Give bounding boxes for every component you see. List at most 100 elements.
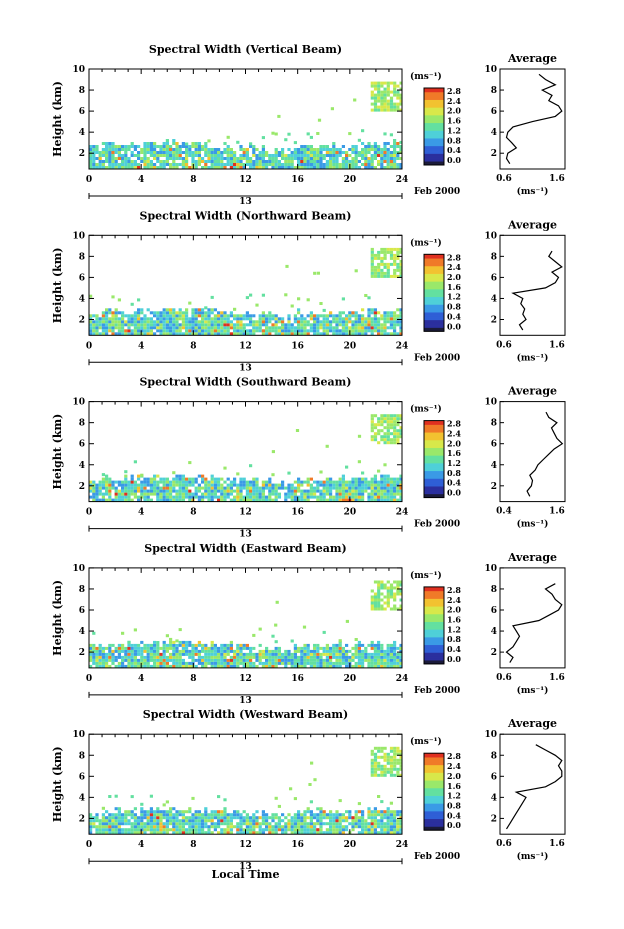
heatmap-cell: [220, 489, 224, 493]
heatmap-cell: [223, 151, 227, 154]
heatmap-cell: [393, 477, 397, 481]
heatmap-cell: [143, 816, 147, 820]
heatmap-cell: [354, 320, 358, 324]
heatmap-cell: [399, 764, 402, 768]
heatmap-cell: [213, 308, 217, 312]
heatmap-cell: [322, 157, 326, 160]
heatmap-cell: [229, 655, 233, 659]
heatmap-cell: [188, 461, 192, 465]
heatmap-cell: [268, 816, 272, 820]
heatmap-cell: [108, 317, 112, 321]
heatmap-cell: [345, 323, 349, 327]
heatmap-cell: [284, 831, 288, 835]
panel-title: Spectral Width (Northward Beam): [140, 209, 352, 222]
heatmap-cell: [316, 655, 320, 659]
heatmap-cell: [316, 314, 320, 318]
y-axis-label: Height (km): [51, 414, 64, 490]
heatmap-cell: [127, 332, 131, 336]
heatmap-cell: [127, 480, 131, 484]
heatmap-cell: [217, 157, 221, 160]
heatmap-cell: [389, 90, 394, 94]
heatmap-cell: [287, 813, 291, 817]
heatmap-cell: [399, 432, 402, 436]
heatmap-cell: [245, 825, 249, 829]
heatmap-cell: [165, 483, 169, 487]
heatmap-cell: [239, 154, 243, 157]
heatmap-cell: [396, 773, 400, 777]
heatmap-cell: [185, 661, 189, 665]
heatmap-cell: [393, 274, 397, 278]
heatmap-cell: [95, 661, 99, 665]
heatmap-cell: [169, 151, 173, 154]
heatmap-cell: [121, 828, 125, 832]
heatmap-cell: [169, 308, 173, 312]
heatmap-cell: [239, 646, 243, 650]
heatmap-cell: [149, 160, 153, 163]
heatmap-cell: [178, 664, 182, 668]
heatmap-cell: [268, 329, 272, 333]
heatmap-cell: [348, 649, 352, 653]
heatmap-cell: [133, 311, 137, 315]
heatmap-cell: [351, 311, 355, 315]
heatmap-cell: [303, 810, 307, 814]
heatmap-cell: [277, 819, 281, 823]
heatmap-cell: [127, 320, 131, 324]
heatmap-cell: [95, 498, 99, 502]
heatmap-cell: [165, 151, 169, 154]
heatmap-cell: [370, 166, 374, 169]
heatmap-cell: [188, 807, 192, 811]
heatmap-cell: [111, 320, 115, 324]
colorbar-swatch: [424, 260, 444, 263]
heatmap-cell: [242, 166, 246, 169]
heatmap-cell: [303, 643, 307, 647]
heatmap-cell: [271, 157, 275, 160]
heatmap-cell: [396, 819, 400, 823]
colorbar-swatch: [424, 310, 444, 313]
heatmap-cell: [297, 297, 301, 301]
heatmap-cell: [210, 332, 214, 336]
heatmap-cell: [293, 646, 297, 650]
heatmap-cell: [329, 483, 333, 487]
heatmap-cell: [197, 483, 201, 487]
colorbar-swatch: [424, 610, 444, 613]
heatmap-cell: [146, 145, 150, 148]
heatmap-cell: [162, 652, 166, 656]
avg-y-tick-label: 2: [491, 316, 497, 326]
heatmap-cell: [233, 495, 237, 499]
heatmap-cell: [274, 831, 278, 835]
heatmap-cell: [252, 822, 256, 826]
heatmap-cell: [383, 810, 387, 814]
colorbar-tick-label: 1.2: [447, 292, 461, 302]
heatmap-cell: [89, 483, 93, 487]
heatmap-cell: [373, 480, 377, 484]
heatmap-cell: [345, 819, 349, 823]
heatmap-cell: [159, 828, 163, 832]
heatmap-cell: [332, 148, 336, 151]
heatmap-cell: [105, 816, 109, 820]
heatmap-cell: [217, 816, 221, 820]
heatmap-cell: [149, 480, 153, 484]
avg-y-tick-label: 8: [491, 252, 497, 262]
heatmap-cell: [380, 655, 384, 659]
heatmap-cell: [204, 495, 208, 499]
heatmap-cell: [242, 154, 246, 157]
heatmap-cell: [226, 492, 230, 496]
heatmap-cell: [172, 314, 176, 318]
heatmap-cell: [133, 664, 137, 668]
heatmap-cell: [223, 326, 227, 330]
heatmap-cell: [271, 317, 275, 321]
heatmap-cell: [386, 250, 390, 254]
heatmap-cell: [309, 828, 313, 832]
heatmap-cell: [335, 317, 339, 321]
heatmap-cell: [303, 649, 307, 653]
heatmap-cell: [338, 649, 342, 653]
heatmap-cell: [153, 326, 157, 330]
heatmap-cell: [351, 320, 355, 324]
heatmap-cell: [274, 486, 278, 490]
heatmap-cell: [319, 807, 323, 811]
heatmap-cell: [377, 317, 381, 321]
heatmap-cell: [309, 664, 313, 668]
heatmap-cell: [239, 314, 243, 318]
heatmap-cell: [130, 813, 134, 817]
heatmap-cell: [383, 658, 387, 662]
